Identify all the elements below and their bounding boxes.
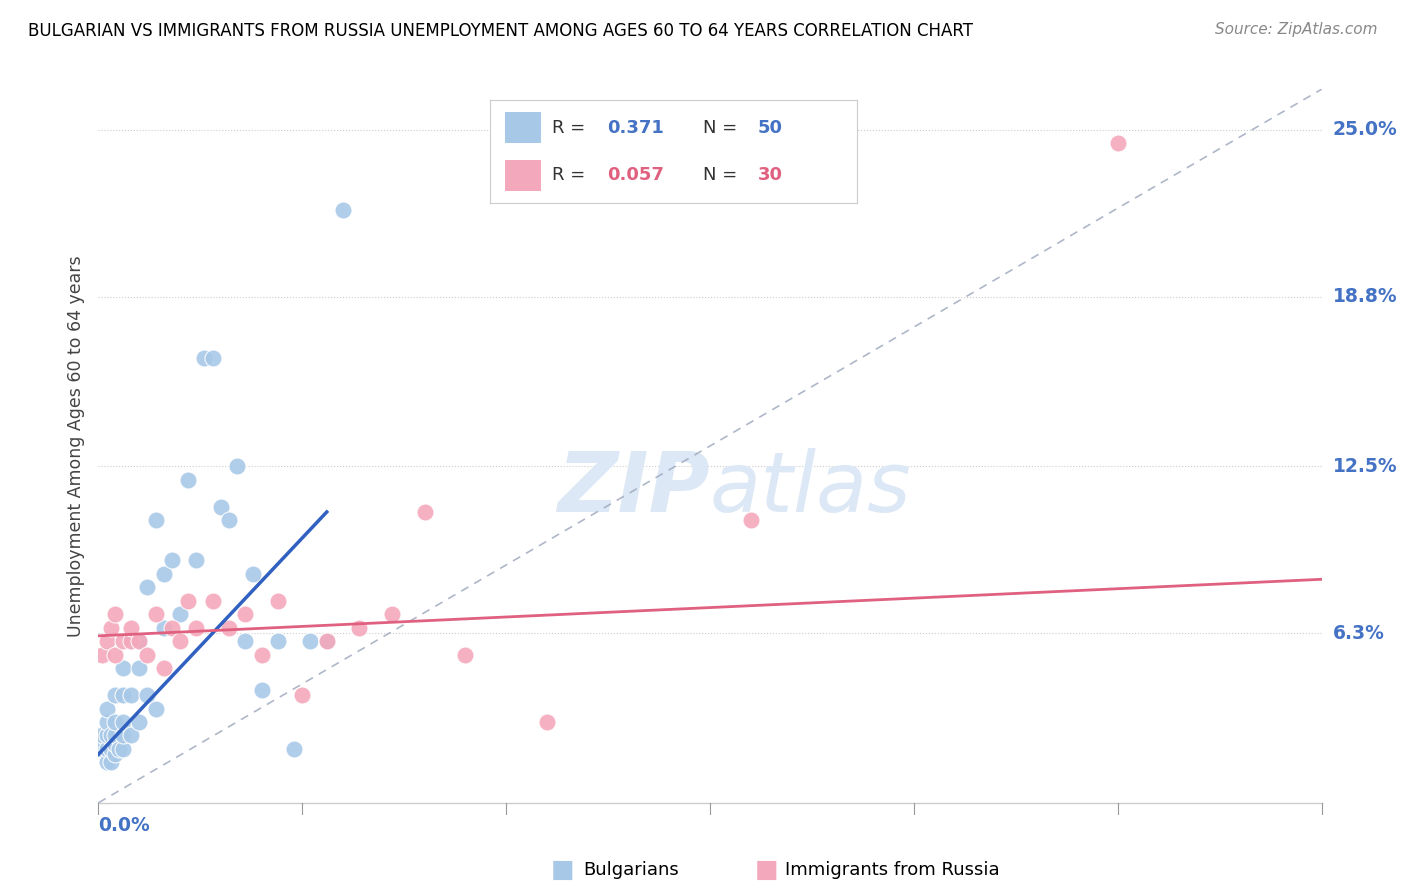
Point: [332, 203, 354, 218]
Point: [267, 594, 290, 608]
Point: [218, 513, 240, 527]
Point: [96, 634, 118, 648]
Point: [233, 634, 256, 648]
Point: [136, 648, 159, 662]
Point: [454, 648, 477, 662]
Point: [160, 553, 183, 567]
Point: [226, 459, 249, 474]
Point: [128, 634, 150, 648]
Point: [169, 607, 191, 622]
Point: [740, 513, 762, 527]
Point: [111, 634, 134, 648]
Point: [242, 566, 264, 581]
Point: [104, 607, 127, 622]
Y-axis label: Unemployment Among Ages 60 to 64 years: Unemployment Among Ages 60 to 64 years: [66, 255, 84, 637]
Point: [104, 747, 127, 762]
Point: [136, 688, 159, 702]
Point: [100, 742, 122, 756]
Point: [160, 621, 183, 635]
Point: [536, 714, 558, 729]
Point: [145, 513, 167, 527]
Point: [128, 661, 150, 675]
Point: [299, 634, 322, 648]
Point: [145, 701, 167, 715]
Text: BULGARIAN VS IMMIGRANTS FROM RUSSIA UNEMPLOYMENT AMONG AGES 60 TO 64 YEARS CORRE: BULGARIAN VS IMMIGRANTS FROM RUSSIA UNEM…: [28, 22, 973, 40]
Text: 6.3%: 6.3%: [1333, 624, 1385, 642]
Point: [250, 648, 273, 662]
Point: [136, 580, 159, 594]
Point: [96, 756, 118, 770]
Point: [177, 594, 200, 608]
Point: [145, 607, 167, 622]
Text: 18.8%: 18.8%: [1333, 287, 1398, 306]
Point: [104, 714, 127, 729]
Point: [193, 351, 215, 366]
Point: [96, 742, 118, 756]
Point: [152, 661, 174, 675]
Point: [413, 505, 436, 519]
Point: [152, 621, 174, 635]
Point: [1107, 136, 1129, 150]
Text: Bulgarians: Bulgarians: [583, 861, 679, 879]
Point: [381, 607, 404, 622]
Point: [111, 661, 134, 675]
Point: [100, 756, 122, 770]
Point: [104, 737, 127, 751]
Point: [120, 634, 142, 648]
Point: [128, 634, 150, 648]
Point: [120, 729, 142, 743]
Point: [96, 729, 118, 743]
Point: [152, 566, 174, 581]
Text: 0.0%: 0.0%: [98, 815, 150, 835]
Point: [120, 688, 142, 702]
Text: 25.0%: 25.0%: [1333, 120, 1398, 139]
Text: Source: ZipAtlas.com: Source: ZipAtlas.com: [1215, 22, 1378, 37]
Point: [104, 648, 127, 662]
Point: [177, 473, 200, 487]
Point: [120, 621, 142, 635]
Point: [91, 742, 114, 756]
Text: ■: ■: [755, 858, 778, 881]
Point: [315, 634, 337, 648]
Point: [218, 621, 240, 635]
Point: [291, 688, 314, 702]
Point: [315, 634, 337, 648]
Point: [283, 742, 305, 756]
Point: [267, 634, 290, 648]
Point: [111, 714, 134, 729]
Point: [201, 594, 224, 608]
Text: 12.5%: 12.5%: [1333, 457, 1398, 475]
Point: [111, 742, 134, 756]
Point: [349, 621, 371, 635]
Point: [169, 634, 191, 648]
Point: [233, 607, 256, 622]
Point: [104, 729, 127, 743]
Point: [96, 714, 118, 729]
Text: ■: ■: [551, 858, 574, 881]
Point: [186, 553, 208, 567]
Point: [201, 351, 224, 366]
Text: Immigrants from Russia: Immigrants from Russia: [785, 861, 1000, 879]
Point: [120, 634, 142, 648]
Point: [104, 688, 127, 702]
Point: [111, 729, 134, 743]
Point: [108, 742, 131, 756]
Point: [91, 729, 114, 743]
Point: [111, 688, 134, 702]
Point: [128, 714, 150, 729]
Text: atlas: atlas: [710, 449, 911, 529]
Point: [250, 682, 273, 697]
Point: [209, 500, 232, 514]
Point: [100, 621, 122, 635]
Point: [91, 648, 114, 662]
Point: [186, 621, 208, 635]
Point: [96, 701, 118, 715]
Text: ZIP: ZIP: [557, 449, 710, 529]
Point: [100, 729, 122, 743]
